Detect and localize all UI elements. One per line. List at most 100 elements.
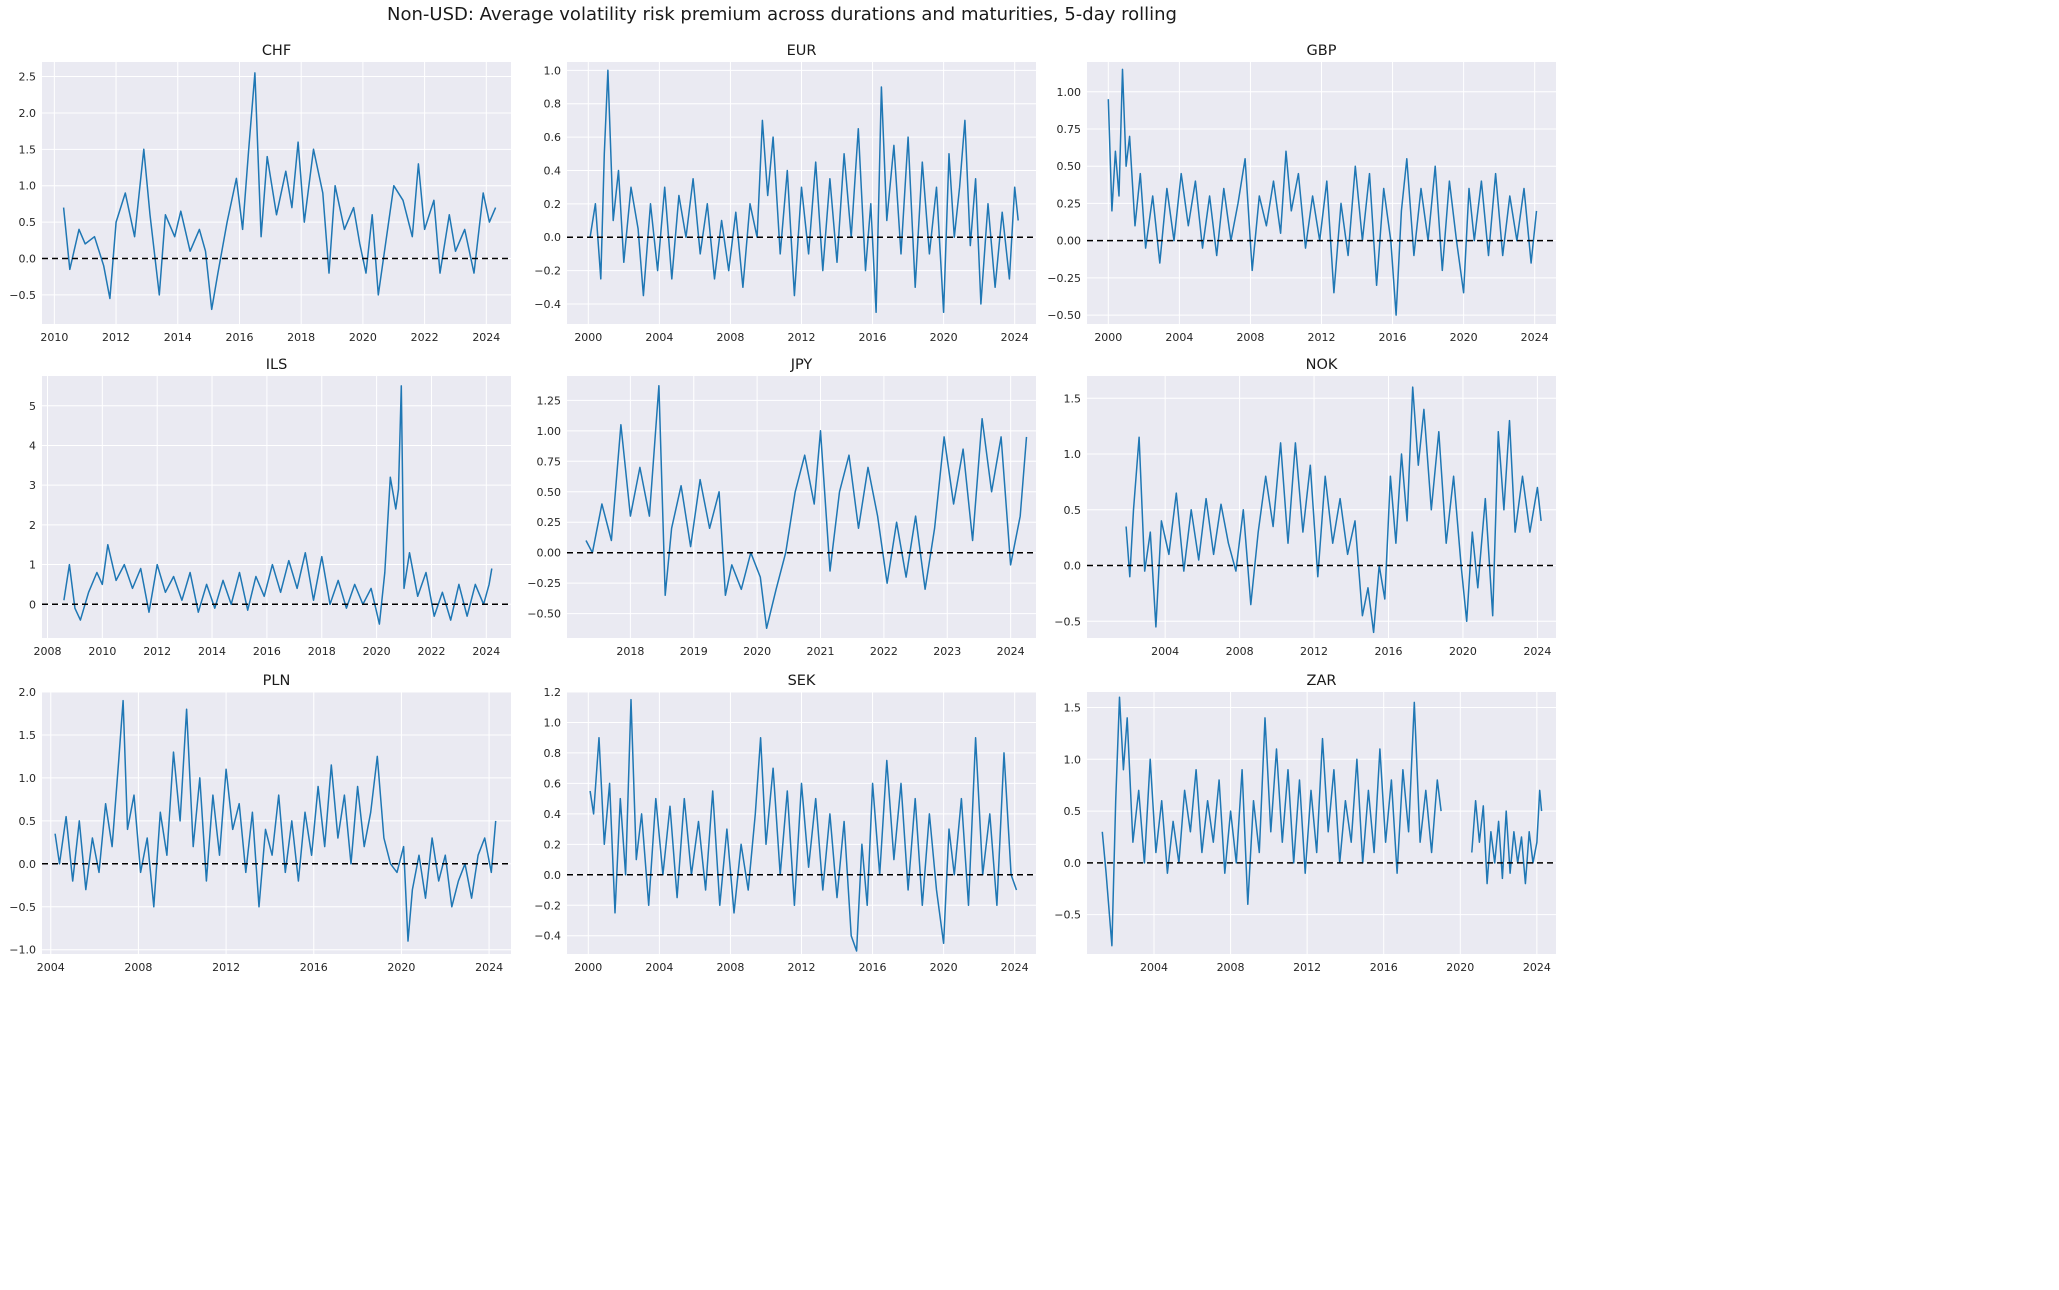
x-tick-label: 2024 [1523, 961, 1551, 974]
x-tick-label: 2000 [574, 961, 602, 974]
x-tick-label: 2016 [1379, 331, 1407, 344]
y-tick-label: 1.00 [1057, 86, 1082, 99]
y-tick-label: −0.50 [527, 608, 561, 621]
x-tick-label: 2016 [859, 961, 887, 974]
y-tick-label: 1.5 [19, 729, 37, 742]
x-tick-label: 2004 [645, 331, 673, 344]
y-tick-label: 0.6 [544, 777, 562, 790]
series-line [62, 72, 497, 311]
x-tick-label: 2018 [287, 331, 315, 344]
plot-area [567, 376, 1036, 638]
panel-title: NOK [1306, 357, 1338, 373]
x-tick-label: 2016 [859, 331, 887, 344]
y-tick-label: 2.0 [19, 107, 37, 120]
panel-title: ZAR [1307, 673, 1337, 689]
y-tick-label: 0.50 [537, 486, 562, 499]
y-tick-label: 0.00 [537, 547, 562, 560]
x-tick-label: 2020 [387, 961, 415, 974]
chart-panel-pln: PLN 2004 2008 2012 2016 2020 2024 −1.0 −0.5 0.0 0.… [9, 673, 511, 974]
x-tick-label: 2020 [1446, 961, 1474, 974]
y-tick-label: 5 [29, 400, 36, 413]
series-line [589, 698, 1018, 952]
y-tick-label: 0.25 [1057, 197, 1082, 210]
y-tick-label: 1.0 [1064, 448, 1082, 461]
x-tick-label: 2018 [616, 645, 644, 658]
series-line [54, 699, 497, 942]
x-tick-label: 2004 [1140, 961, 1168, 974]
y-tick-label: 1.0 [19, 180, 37, 193]
x-tick-label: 2024 [1521, 331, 1549, 344]
series-line [63, 385, 493, 625]
y-tick-label: 0.00 [1057, 235, 1082, 248]
y-tick-label: 1 [29, 559, 36, 572]
y-tick-label: 1.25 [537, 394, 562, 407]
chart-panel-zar: ZAR 2004 2008 2012 2016 2020 2024 −0.5 0.0 0.5 1.0… [1054, 673, 1556, 974]
y-tick-label: 1.5 [19, 143, 37, 156]
y-tick-label: −0.25 [1047, 272, 1081, 285]
y-tick-label: −0.50 [1047, 309, 1081, 322]
x-tick-label: 2016 [1375, 645, 1403, 658]
x-tick-label: 2008 [716, 961, 744, 974]
x-tick-label: 2016 [225, 331, 253, 344]
y-tick-label: 0.0 [544, 869, 562, 882]
series-line [1125, 386, 1542, 634]
x-tick-label: 2004 [1151, 645, 1179, 658]
x-tick-label: 2022 [417, 645, 445, 658]
x-tick-label: 2016 [253, 645, 281, 658]
x-tick-label: 2008 [716, 331, 744, 344]
x-tick-label: 2004 [645, 961, 673, 974]
y-tick-label: −0.25 [527, 577, 561, 590]
y-tick-label: 0.2 [544, 838, 562, 851]
chart-panel-chf: CHF 2010 2012 2014 2016 2018 2020 2022 2024 −0.5 0… [9, 43, 511, 344]
y-tick-label: 0.5 [19, 815, 37, 828]
y-tick-label: 0.75 [1057, 123, 1082, 136]
y-tick-label: 0.4 [544, 808, 562, 821]
x-tick-label: 2024 [1523, 645, 1551, 658]
y-tick-label: −0.2 [534, 265, 561, 278]
x-tick-label: 2004 [37, 961, 65, 974]
chart-panel-nok: NOK 2004 2008 2012 2016 2020 2024 −0.5 0.0 0.5 1.0… [1054, 357, 1556, 658]
x-tick-label: 2022 [870, 645, 898, 658]
x-tick-label: 2020 [363, 645, 391, 658]
y-tick-label: −1.0 [9, 944, 36, 957]
y-tick-label: 2.5 [19, 71, 37, 84]
x-tick-label: 2012 [212, 961, 240, 974]
y-tick-label: −0.4 [534, 298, 561, 311]
x-tick-label: 2008 [1226, 645, 1254, 658]
x-tick-label: 2014 [164, 331, 192, 344]
x-tick-label: 2008 [1217, 961, 1245, 974]
x-tick-label: 2012 [788, 961, 816, 974]
y-tick-label: −0.5 [1054, 615, 1081, 628]
series-line [1471, 789, 1543, 885]
panel-title: EUR [787, 43, 817, 59]
panel-title: CHF [262, 43, 291, 59]
x-tick-label: 2019 [680, 645, 708, 658]
x-tick-label: 2021 [807, 645, 835, 658]
y-tick-label: 0.5 [19, 216, 37, 229]
y-tick-label: 1.0 [544, 716, 562, 729]
plot-area [42, 62, 511, 324]
x-tick-label: 2024 [475, 961, 503, 974]
x-tick-label: 2020 [1449, 645, 1477, 658]
y-tick-label: 1.2 [544, 686, 562, 699]
x-tick-label: 2012 [1293, 961, 1321, 974]
y-tick-label: 0.50 [1057, 160, 1082, 173]
y-tick-label: 1.0 [19, 772, 37, 785]
plot-area [42, 692, 511, 954]
x-tick-label: 2016 [300, 961, 328, 974]
y-tick-label: 1.0 [1064, 753, 1082, 766]
panel-title: ILS [266, 357, 288, 373]
x-tick-label: 2023 [933, 645, 961, 658]
x-tick-label: 2024 [1001, 331, 1029, 344]
y-tick-label: 0.0 [19, 858, 37, 871]
x-tick-label: 2012 [102, 331, 130, 344]
y-tick-label: 0.5 [1064, 805, 1082, 818]
x-tick-label: 2016 [1370, 961, 1398, 974]
x-tick-label: 2020 [930, 331, 958, 344]
x-tick-label: 2012 [1300, 645, 1328, 658]
x-tick-label: 2008 [33, 645, 61, 658]
y-tick-label: 0.0 [1064, 857, 1082, 870]
y-tick-label: 1.0 [544, 64, 562, 77]
y-tick-label: 0.4 [544, 164, 562, 177]
x-tick-label: 2008 [1236, 331, 1264, 344]
